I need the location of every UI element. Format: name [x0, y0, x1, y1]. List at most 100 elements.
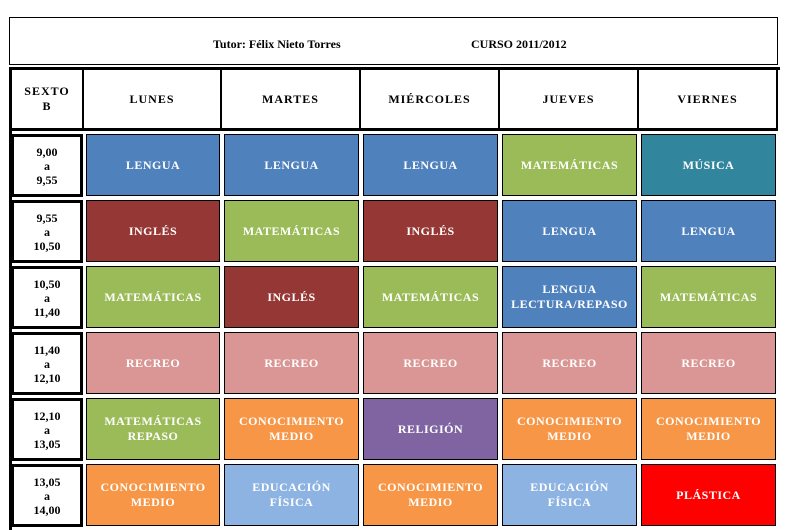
subject-cell: RECREO [86, 332, 220, 394]
course-label: CURSO 2011/2012 [471, 37, 567, 51]
subject-cell-text: MATEMÁTICAS [381, 289, 480, 304]
subject-cell-text: LENGUA [542, 223, 597, 238]
subject-cell: INGLÉS [86, 200, 220, 262]
subject-cell: MÚSICA [641, 134, 776, 196]
subject-cell-text: MATEMÁTICAS [104, 289, 202, 304]
subject-cell: MATEMÁTICAS [502, 134, 637, 196]
subject-cell-text: LECTURA/REPASO [511, 297, 628, 311]
day-header-4: JUEVES [500, 70, 639, 131]
subject-cell: EDUCACIÓN FÍSICA [224, 464, 359, 526]
subject-cell: CONOCIMIENTO MEDIO [363, 464, 498, 526]
time-slot-5-text: a [44, 422, 50, 437]
subject-cell-text: MEDIO [686, 429, 731, 443]
timetable-grid: SEXTO B LUNES MARTES MIÉRCOLES JUEVES VIERNES 9… [9, 67, 780, 530]
time-slot-6-text: a [44, 488, 50, 503]
corner-class-label-text: SEXTO [24, 84, 70, 98]
subject-cell-text: CONOCIMIENTO [655, 414, 762, 428]
time-slot-4: 11,40 a 12,10 [11, 332, 83, 395]
subject-cell-text: MEDIO [408, 495, 453, 509]
time-slot-2: 9,55 a 10,50 [11, 200, 83, 263]
subject-cell-text: LENGUA [125, 157, 181, 172]
subject-cell-text: RECREO [542, 355, 597, 370]
time-slot-6: 13,05 a 14,00 [11, 464, 83, 527]
subject-cell-text: FÍSICA [269, 495, 314, 509]
day-header-3: MIÉRCOLES [361, 70, 500, 131]
subject-cell-text: INGLÉS [128, 223, 178, 238]
subject-cell-text: EDUCACIÓN [252, 480, 331, 494]
time-slot-5-text: 13,05 [33, 436, 61, 451]
time-slot-3: 10,50 a 11,40 [11, 266, 83, 329]
time-slot-3-text: a [44, 290, 50, 305]
subject-cell-text: EDUCACIÓN [530, 480, 609, 494]
subject-cell: LENGUA [363, 134, 498, 196]
subject-cell-text: RECREO [125, 355, 181, 370]
tutor-label: Tutor: Félix Nieto Torres [213, 37, 341, 51]
subject-cell-text: CONOCIMIENTO [377, 480, 484, 494]
subject-cell: MATEMÁTICAS [641, 266, 776, 328]
time-slot-2-text: a [44, 224, 50, 239]
subject-cell: PLÁSTICA [641, 464, 776, 526]
time-slot-2-text: 9,55 [36, 210, 58, 225]
subject-cell-text: RECREO [681, 355, 736, 370]
corner-class-label-text: B [42, 99, 52, 113]
subject-cell-text: LENGUA [681, 223, 736, 238]
subject-cell: LENGUA [502, 200, 637, 262]
time-slot-4-text: a [44, 356, 50, 371]
day-header-2: MARTES [222, 70, 361, 131]
subject-cell: INGLÉS [224, 266, 359, 328]
subject-cell-text: REPASO [127, 429, 179, 443]
subject-cell-text: CONOCIMIENTO [516, 414, 623, 428]
day-header-1-text: LUNES [129, 91, 175, 106]
subject-cell: MATEMÁTICAS [86, 266, 220, 328]
header-box: Tutor: Félix Nieto Torres CURSO 2011/201… [9, 17, 778, 65]
time-slot-1-text: 9,55 [36, 172, 58, 187]
time-slot-4-text: 12,10 [33, 370, 61, 385]
subject-cell: CONOCIMIENTO MEDIO [86, 464, 220, 526]
subject-cell: MATEMÁTICAS [363, 266, 498, 328]
subject-cell-text: RELIGIÓN [397, 421, 464, 436]
subject-cell: LENGUA LECTURA/REPASO [502, 266, 637, 328]
subject-cell-text: RECREO [403, 355, 458, 370]
subject-cell: LENGUA [86, 134, 220, 196]
subject-cell-text: FÍSICA [547, 495, 592, 509]
subject-cell: LENGUA [224, 134, 359, 196]
time-slot-1-text: 9,00 [36, 144, 58, 159]
subject-cell-text: LENGUA [403, 157, 458, 172]
time-slot-1: 9,00 a 9,55 [11, 134, 83, 197]
subject-cell: MATEMÁTICAS REPASO [86, 398, 220, 460]
day-header-1: LUNES [84, 70, 222, 131]
day-header-3-text: MIÉRCOLES [388, 91, 471, 106]
time-slot-5-text: 12,10 [33, 408, 61, 423]
subject-cell-text: LENGUA [264, 157, 319, 172]
subject-cell-text: MEDIO [130, 495, 176, 509]
subject-cell-text: CONOCIMIENTO [238, 414, 345, 428]
time-slot-2-text: 10,50 [33, 238, 61, 253]
subject-cell-text: PLÁSTICA [676, 487, 741, 502]
day-header-2-text: MARTES [262, 91, 319, 106]
time-slot-3-text: 10,50 [33, 276, 61, 291]
subject-cell-text: INGLÉS [267, 289, 316, 304]
subject-cell: RECREO [641, 332, 776, 394]
subject-cell-text: MATEMÁTICAS [520, 157, 619, 172]
day-header-5-text: VIERNES [677, 91, 738, 106]
subject-cell: CONOCIMIENTO MEDIO [224, 398, 359, 460]
subject-cell-text: MEDIO [269, 429, 314, 443]
subject-cell: RECREO [502, 332, 637, 394]
subject-cell: RECREO [363, 332, 498, 394]
subject-cell-text: INGLÉS [406, 223, 455, 238]
time-slot-1-text: a [44, 158, 50, 173]
subject-cell: CONOCIMIENTO MEDIO [641, 398, 776, 460]
subject-cell: LENGUA [641, 200, 776, 262]
time-slot-3-text: 11,40 [33, 304, 61, 319]
subject-cell: CONOCIMIENTO MEDIO [502, 398, 637, 460]
time-slot-6-text: 14,00 [33, 502, 61, 517]
subject-cell: EDUCACIÓN FÍSICA [502, 464, 637, 526]
day-header-5: VIERNES [639, 70, 778, 131]
time-slot-5: 12,10 a 13,05 [11, 398, 83, 461]
corner-class-label: SEXTO B [12, 70, 84, 131]
subject-cell: RECREO [224, 332, 359, 394]
time-slot-4-text: 11,40 [33, 342, 61, 357]
subject-cell-text: MÚSICA [682, 157, 735, 172]
subject-cell: RELIGIÓN [363, 398, 498, 460]
subject-cell: MATEMÁTICAS [224, 200, 359, 262]
